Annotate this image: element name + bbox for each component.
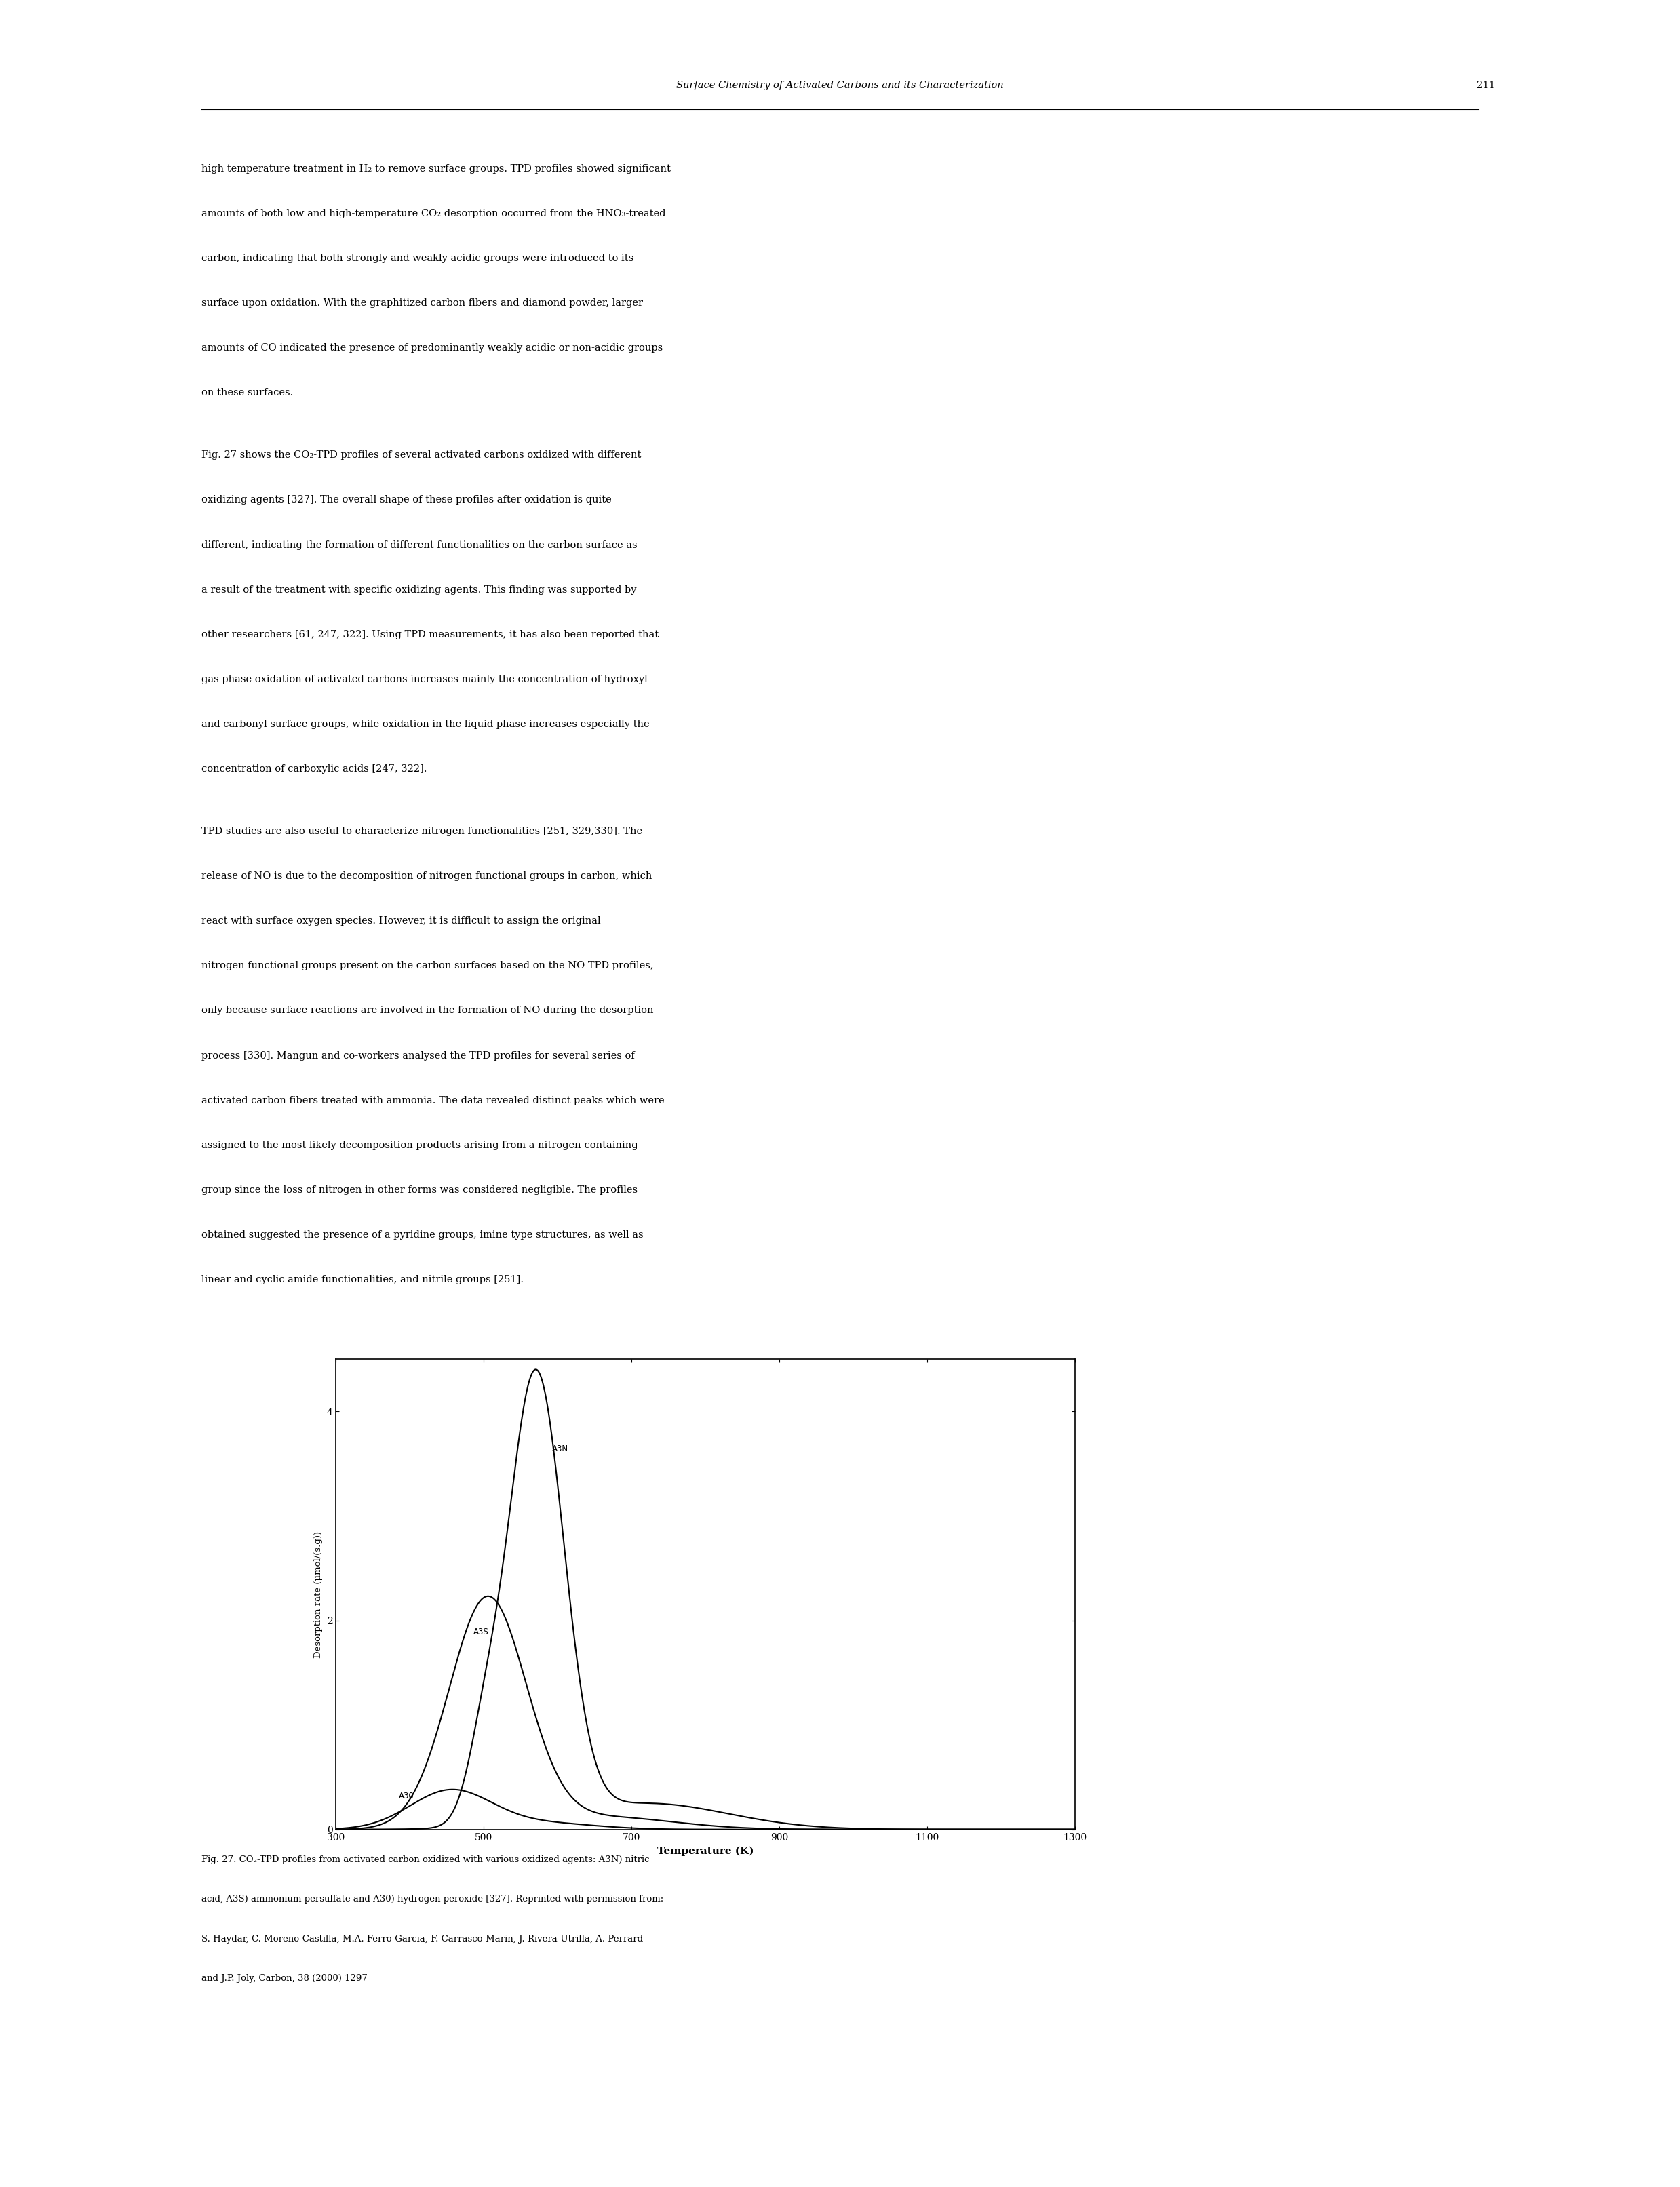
Text: linear and cyclic amide functionalities, and nitrile groups [251].: linear and cyclic amide functionalities,…	[202, 1275, 524, 1284]
Text: Fig. 27 shows the CO₂-TPD profiles of several activated carbons oxidized with di: Fig. 27 shows the CO₂-TPD profiles of se…	[202, 451, 642, 459]
Text: S. Haydar, C. Moreno-Castilla, M.A. Ferro-Garcia, F. Carrasco-Marin, J. Rivera-U: S. Haydar, C. Moreno-Castilla, M.A. Ferr…	[202, 1933, 643, 1944]
Text: high temperature treatment in H₂ to remove surface groups. TPD profiles showed s: high temperature treatment in H₂ to remo…	[202, 164, 670, 173]
Text: and carbonyl surface groups, while oxidation in the liquid phase increases espec: and carbonyl surface groups, while oxida…	[202, 720, 650, 728]
Text: A3N: A3N	[551, 1443, 568, 1452]
Text: process [330]. Mangun and co-workers analysed the TPD profiles for several serie: process [330]. Mangun and co-workers ana…	[202, 1050, 635, 1061]
Text: on these surfaces.: on these surfaces.	[202, 387, 294, 398]
Text: 211: 211	[1477, 81, 1495, 90]
Text: oxidizing agents [327]. The overall shape of these profiles after oxidation is q: oxidizing agents [327]. The overall shap…	[202, 494, 612, 505]
Text: only because surface reactions are involved in the formation of NO during the de: only because surface reactions are invol…	[202, 1006, 654, 1015]
Text: carbon, indicating that both strongly and weakly acidic groups were introduced t: carbon, indicating that both strongly an…	[202, 254, 633, 262]
Text: acid, A3S) ammonium persulfate and A30) hydrogen peroxide [327]. Reprinted with : acid, A3S) ammonium persulfate and A30) …	[202, 1894, 664, 1905]
X-axis label: Temperature (K): Temperature (K)	[657, 1846, 754, 1857]
Text: nitrogen functional groups present on the carbon surfaces based on the NO TPD pr: nitrogen functional groups present on th…	[202, 960, 654, 971]
Text: assigned to the most likely decomposition products arising from a nitrogen-conta: assigned to the most likely decompositio…	[202, 1139, 638, 1150]
Y-axis label: Desorption rate (μmol/(s.g)): Desorption rate (μmol/(s.g))	[314, 1531, 323, 1658]
Text: Surface Chemistry of Activated Carbons and its Characterization: Surface Chemistry of Activated Carbons a…	[677, 81, 1003, 90]
Text: activated carbon fibers treated with ammonia. The data revealed distinct peaks w: activated carbon fibers treated with amm…	[202, 1096, 665, 1104]
Text: a result of the treatment with specific oxidizing agents. This finding was suppo: a result of the treatment with specific …	[202, 584, 637, 595]
Text: react with surface oxygen species. However, it is difficult to assign the origin: react with surface oxygen species. Howev…	[202, 916, 601, 925]
Text: amounts of CO indicated the presence of predominantly weakly acidic or non-acidi: amounts of CO indicated the presence of …	[202, 343, 664, 352]
Text: other researchers [61, 247, 322]. Using TPD measurements, it has also been repor: other researchers [61, 247, 322]. Using …	[202, 630, 659, 639]
Text: surface upon oxidation. With the graphitized carbon fibers and diamond powder, l: surface upon oxidation. With the graphit…	[202, 297, 643, 308]
Text: release of NO is due to the decomposition of nitrogen functional groups in carbo: release of NO is due to the decompositio…	[202, 870, 652, 881]
Text: A30: A30	[398, 1791, 415, 1800]
Text: group since the loss of nitrogen in other forms was considered negligible. The p: group since the loss of nitrogen in othe…	[202, 1185, 638, 1194]
Text: TPD studies are also useful to characterize nitrogen functionalities [251, 329,3: TPD studies are also useful to character…	[202, 827, 642, 835]
Text: A3S: A3S	[474, 1627, 489, 1636]
Text: concentration of carboxylic acids [247, 322].: concentration of carboxylic acids [247, …	[202, 763, 427, 774]
Text: obtained suggested the presence of a pyridine groups, imine type structures, as : obtained suggested the presence of a pyr…	[202, 1229, 643, 1240]
Text: gas phase oxidation of activated carbons increases mainly the concentration of h: gas phase oxidation of activated carbons…	[202, 674, 648, 685]
Text: Fig. 27. CO₂-TPD profiles from activated carbon oxidized with various oxidized a: Fig. 27. CO₂-TPD profiles from activated…	[202, 1855, 650, 1866]
Text: amounts of both low and high-temperature CO₂ desorption occurred from the HNO₃-t: amounts of both low and high-temperature…	[202, 208, 665, 219]
Text: and J.P. Joly, Carbon, 38 (2000) 1297: and J.P. Joly, Carbon, 38 (2000) 1297	[202, 1973, 368, 1984]
Text: different, indicating the formation of different functionalities on the carbon s: different, indicating the formation of d…	[202, 540, 637, 549]
